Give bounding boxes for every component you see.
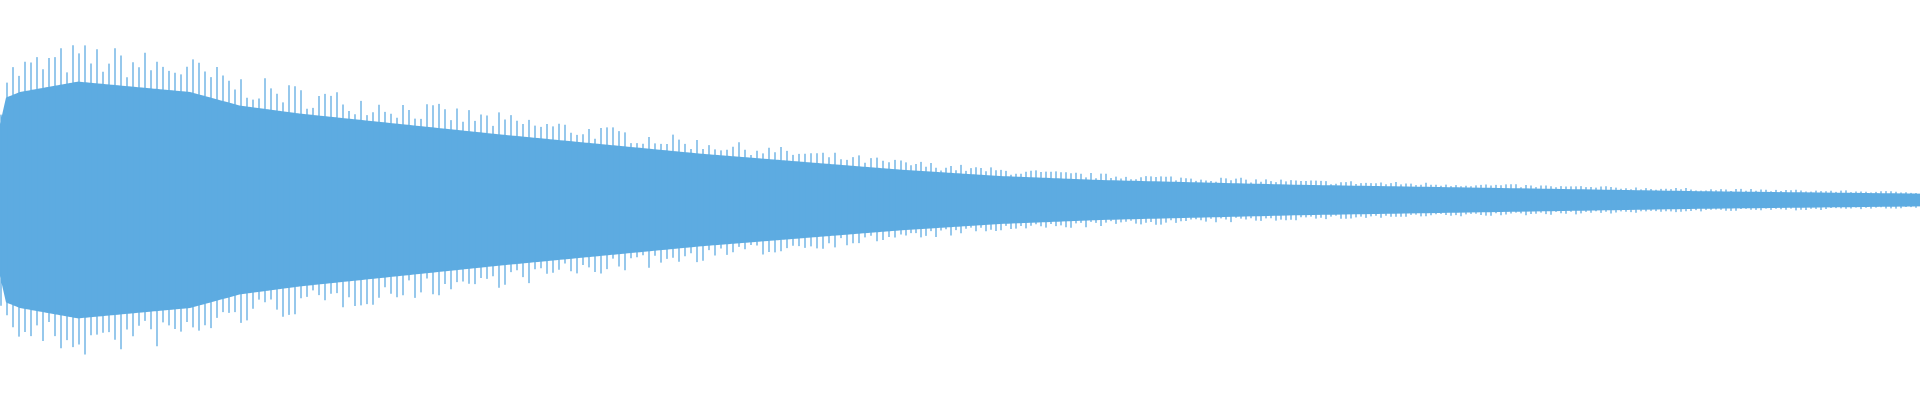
waveform-peaks [0,45,1917,355]
waveform-bars [0,45,1920,355]
waveform-body [0,81,1920,319]
